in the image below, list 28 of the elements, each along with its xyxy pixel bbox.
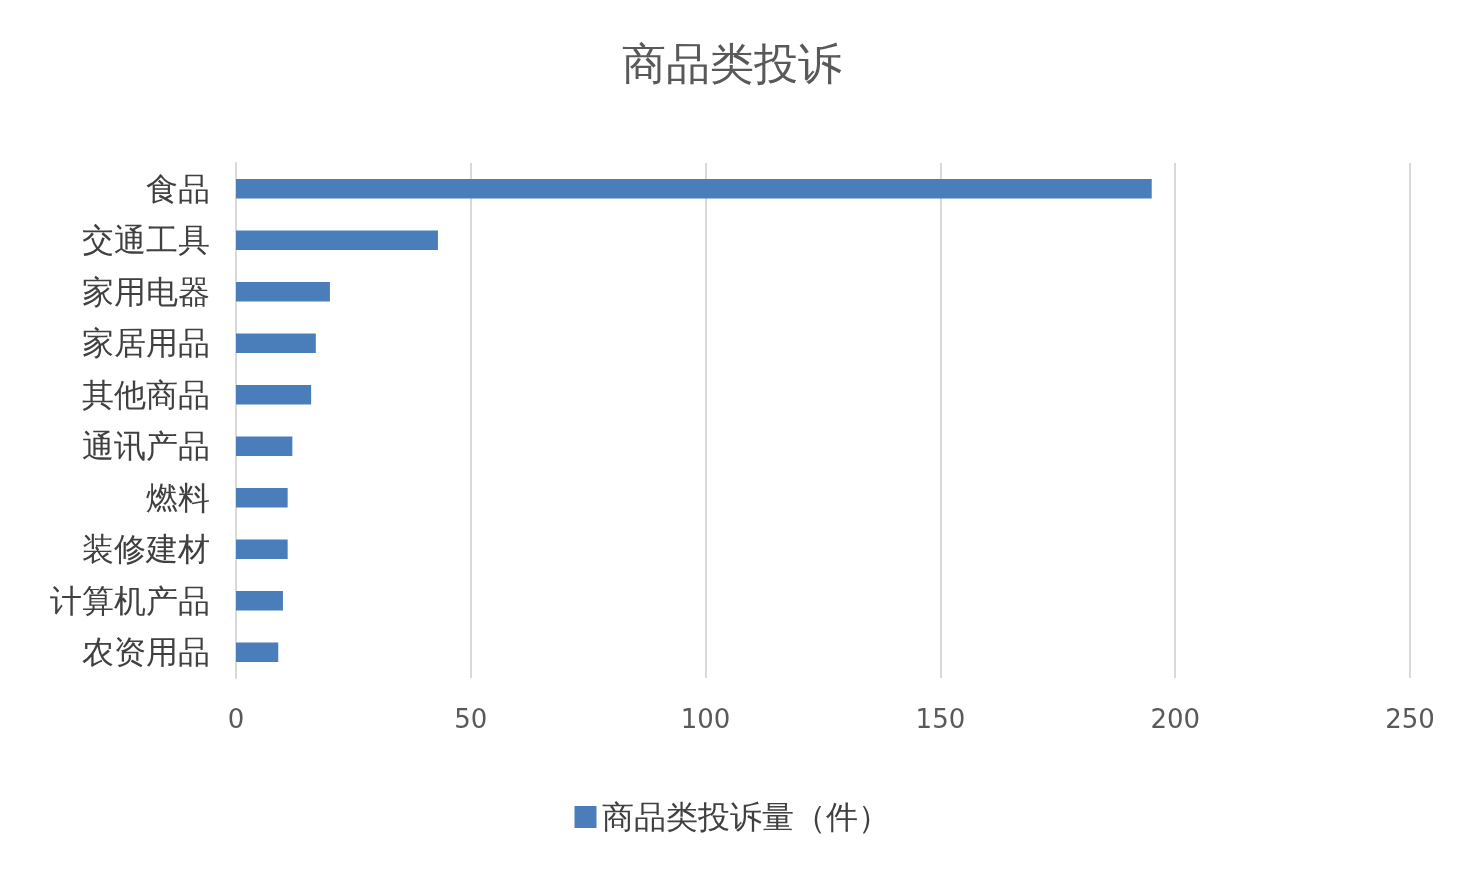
y-tick-label: 家居用品: [82, 324, 210, 363]
x-tick-label: 0: [227, 704, 245, 734]
bar: [236, 281, 330, 302]
x-tick-label: 100: [680, 704, 731, 734]
bar: [236, 384, 312, 405]
bar: [236, 333, 316, 354]
x-tick-label: 250: [1385, 704, 1435, 734]
y-tick-label: 计算机产品: [50, 581, 210, 620]
bar: [236, 178, 1152, 199]
y-tick-label: 燃料: [146, 478, 210, 517]
bar: [236, 436, 293, 457]
bar: [236, 487, 288, 508]
y-tick-label: 家用电器: [82, 272, 210, 311]
bar: [236, 590, 283, 611]
bar: [236, 539, 288, 560]
y-tick-label: 装修建材: [82, 530, 210, 569]
y-tick-label: 交通工具: [82, 221, 210, 260]
x-tick-label: 50: [454, 704, 488, 734]
x-tick-label: 150: [915, 704, 966, 734]
x-tick-label: 200: [1150, 704, 1201, 734]
y-tick-label: 食品: [146, 169, 210, 208]
legend-label: 商品类投诉量（件）: [601, 798, 890, 836]
bar: [236, 642, 279, 663]
y-tick-label: 通讯产品: [82, 427, 210, 466]
y-tick-label: 农资用品: [82, 633, 210, 672]
chart-title: 商品类投诉: [622, 37, 842, 89]
y-tick-label: 其他商品: [82, 375, 210, 414]
bar: [236, 230, 438, 251]
